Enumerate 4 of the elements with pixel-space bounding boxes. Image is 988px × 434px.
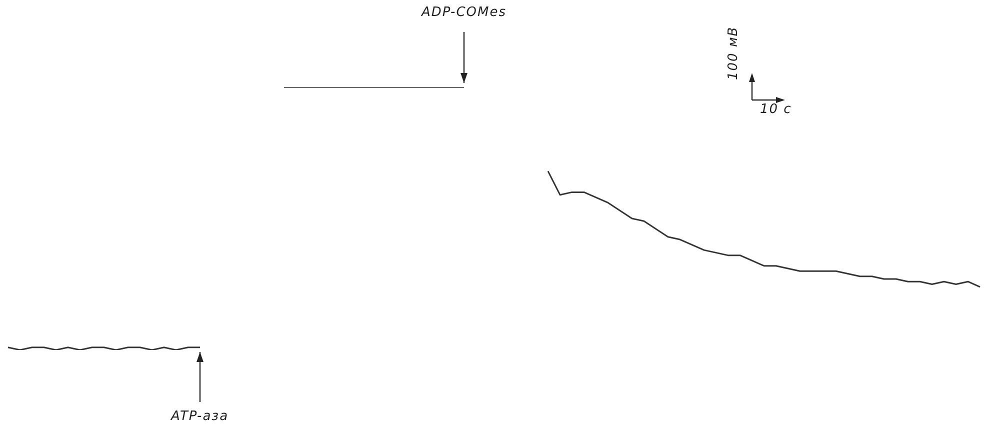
text: ADP-COMes [422, 5, 507, 20]
text: ATP-аза [171, 409, 229, 424]
text: 100 мВ [726, 26, 741, 80]
annotation: 10 с [760, 102, 792, 117]
